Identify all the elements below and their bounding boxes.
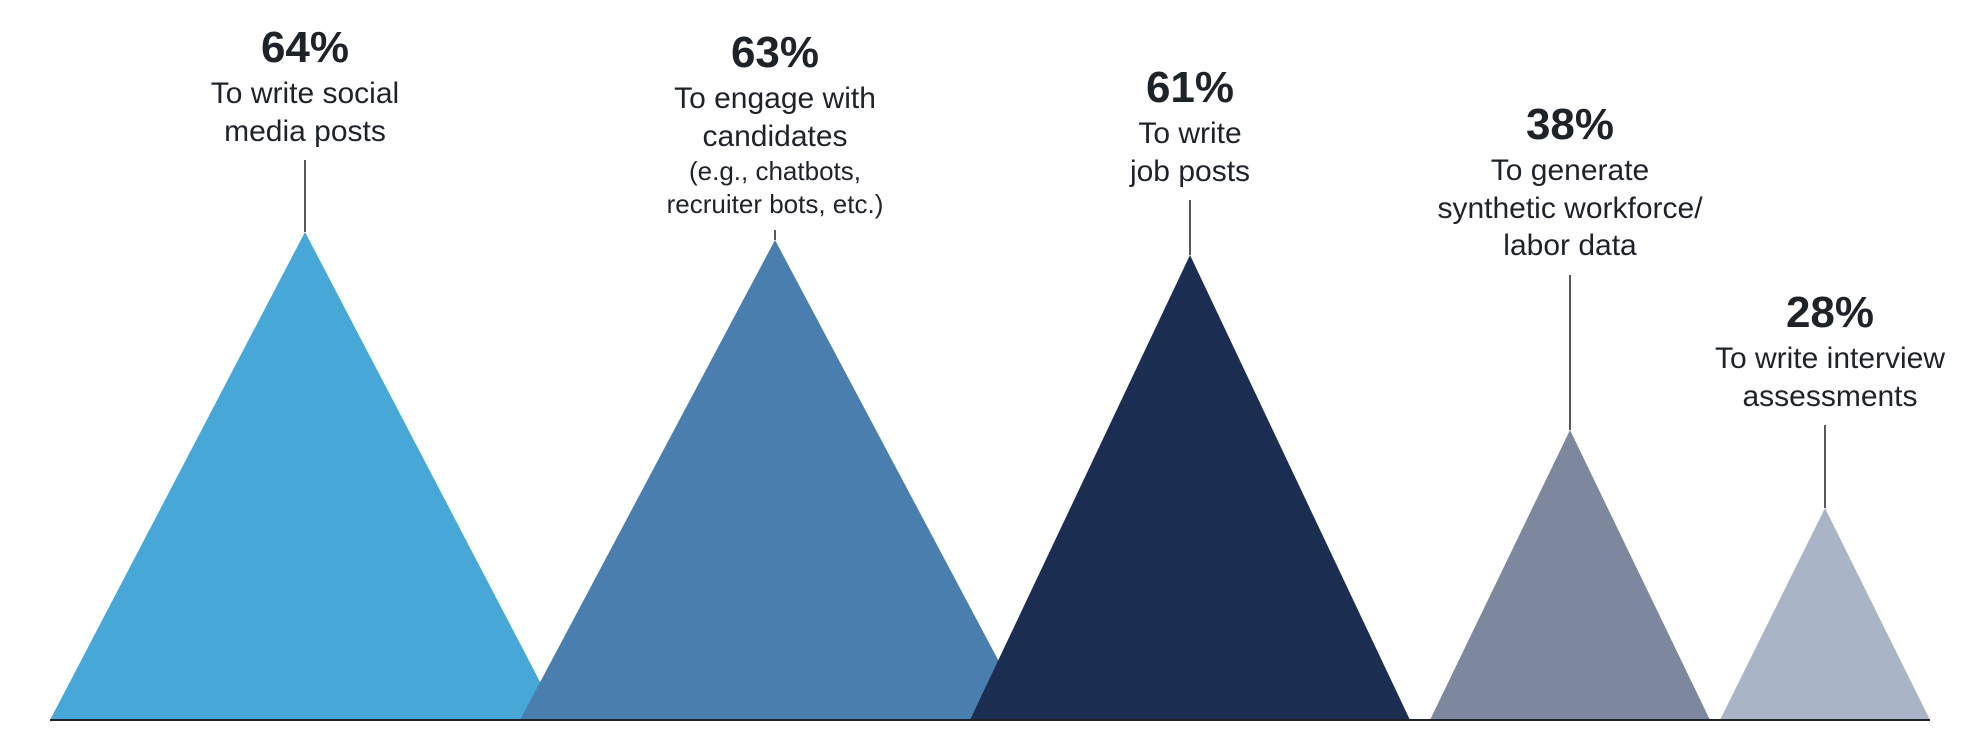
sub-engage-candidates-line0: (e.g., chatbots, xyxy=(595,155,955,188)
desc-job-posts-line1: job posts xyxy=(1010,153,1370,191)
desc-engage-candidates-line1: candidates xyxy=(595,118,955,156)
label-job-posts: 61%To writejob posts xyxy=(1010,60,1370,190)
triangle-chart: 64%To write socialmedia posts 63%To engag… xyxy=(0,0,1980,752)
pct-social-media: 64% xyxy=(125,20,485,75)
pct-synthetic-data: 38% xyxy=(1390,97,1750,152)
label-engage-candidates: 63%To engage withcandidates(e.g., chatbo… xyxy=(595,25,955,220)
desc-interview-assessments-line1: assessments xyxy=(1650,378,1980,416)
desc-interview-assessments-line0: To write interview xyxy=(1650,340,1980,378)
desc-engage-candidates-line0: To engage with xyxy=(595,80,955,118)
label-synthetic-data: 38%To generatesynthetic workforce/labor … xyxy=(1390,97,1750,265)
desc-social-media-line1: media posts xyxy=(125,113,485,151)
desc-synthetic-data-line1: synthetic workforce/ xyxy=(1390,190,1750,228)
sub-engage-candidates-line1: recruiter bots, etc.) xyxy=(595,188,955,221)
desc-synthetic-data-line0: To generate xyxy=(1390,152,1750,190)
triangle-synthetic-data xyxy=(1430,430,1710,720)
pct-interview-assessments: 28% xyxy=(1650,285,1980,340)
triangle-job-posts xyxy=(970,255,1410,720)
desc-synthetic-data-line2: labor data xyxy=(1390,227,1750,265)
label-interview-assessments: 28%To write interviewassessments xyxy=(1650,285,1980,415)
triangle-interview-assessments xyxy=(1720,508,1930,720)
pct-engage-candidates: 63% xyxy=(595,25,955,80)
pct-job-posts: 61% xyxy=(1010,60,1370,115)
desc-social-media-line0: To write social xyxy=(125,75,485,113)
label-social-media: 64%To write socialmedia posts xyxy=(125,20,485,150)
desc-job-posts-line0: To write xyxy=(1010,115,1370,153)
triangle-engage-candidates xyxy=(520,240,1030,720)
triangle-social-media xyxy=(50,232,560,720)
